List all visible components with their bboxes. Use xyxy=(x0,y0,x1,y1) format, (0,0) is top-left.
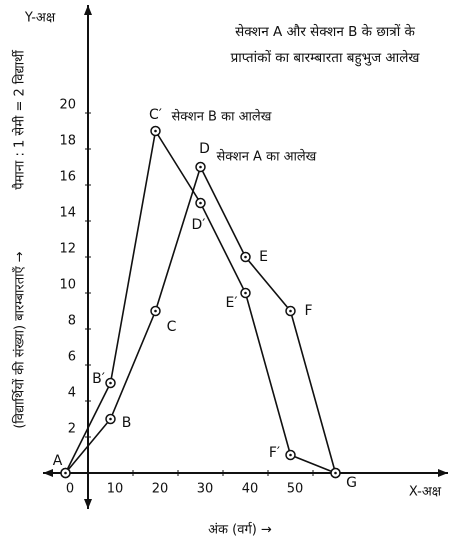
scale-note: पैमाना : 1 सेमी = 2 विद्यार्थी xyxy=(12,50,28,190)
y-tick-label: 4 xyxy=(68,386,76,401)
arrowhead xyxy=(84,499,92,509)
point-label: C xyxy=(167,319,177,335)
y-tick-label: 10 xyxy=(59,278,76,293)
y-tick-label: 20 xyxy=(59,98,76,113)
point-label: E xyxy=(259,249,268,265)
series-name: सेक्शन B का आलेख xyxy=(172,109,272,125)
y-axis-name: Y-अक्ष xyxy=(24,11,56,26)
y-tick-label: 14 xyxy=(59,206,76,221)
x-tick-label: 0 xyxy=(66,482,74,497)
title-line: सेक्शन A और सेक्शन B के छात्रों के xyxy=(235,23,415,40)
point-label: D xyxy=(199,141,210,157)
x-tick-label: 30 xyxy=(197,482,214,497)
data-point-dot xyxy=(154,129,157,133)
y-tick-label: 2 xyxy=(68,422,76,437)
point-label: B′ xyxy=(92,371,105,387)
data-point-dot xyxy=(289,309,292,313)
data-point-dot xyxy=(289,453,292,457)
arrowhead xyxy=(43,469,53,477)
y-tick-label: 12 xyxy=(59,242,76,257)
arrowhead xyxy=(84,5,92,15)
data-point-dot xyxy=(334,471,337,475)
data-point-dot xyxy=(199,201,202,205)
series-line xyxy=(64,164,337,474)
y-tick-label: 8 xyxy=(68,314,76,329)
y-tick-label: 16 xyxy=(59,170,76,185)
data-point-dot xyxy=(64,471,67,475)
x-tick-label: 50 xyxy=(287,482,304,497)
x-tick-label: 40 xyxy=(242,482,259,497)
data-point-dot xyxy=(199,165,202,169)
y-tick-label: 6 xyxy=(68,350,76,365)
data-point-dot xyxy=(109,381,112,385)
x-axis-label: अंक (वर्ग) → xyxy=(208,522,272,538)
point-label: A xyxy=(53,453,63,469)
arrowhead xyxy=(438,469,448,477)
point-label: C′ xyxy=(149,107,162,123)
title-line: प्राप्तांकों का बारम्बारता बहुभुज आलेख xyxy=(231,49,421,67)
point-label: B xyxy=(122,415,132,431)
x-axis-name: X-अक्ष xyxy=(409,485,442,500)
data-point-dot xyxy=(154,309,157,313)
y-tick-label: 18 xyxy=(59,134,76,149)
x-tick-label: 20 xyxy=(152,482,169,497)
point-label: F′ xyxy=(269,445,280,461)
point-label: F xyxy=(304,303,312,319)
point-label: E′ xyxy=(225,295,237,311)
y-axis-label: (विद्यार्थियों की संख्या) बारम्बारताएँ → xyxy=(12,251,28,428)
data-point-dot xyxy=(244,291,247,295)
data-point-dot xyxy=(109,417,112,421)
data-point-dot xyxy=(244,255,247,259)
point-label: G xyxy=(346,475,357,491)
x-tick-label: 10 xyxy=(107,482,124,497)
point-label: D′ xyxy=(192,217,206,233)
series-name: सेक्शन A का आलेख xyxy=(217,149,317,165)
